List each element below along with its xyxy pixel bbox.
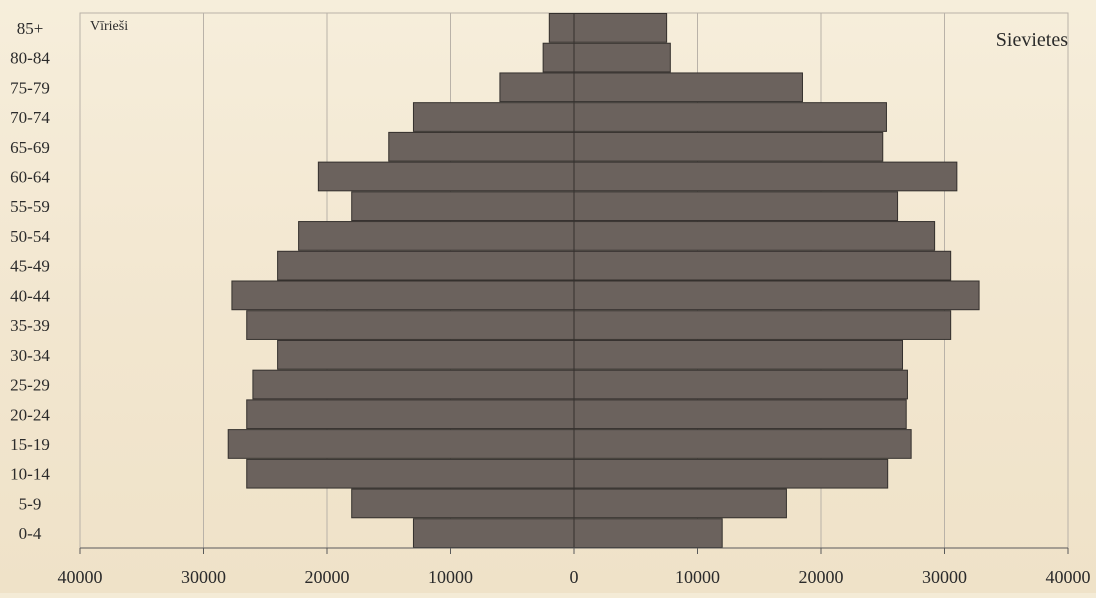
bar-female-45-49 — [573, 250, 952, 281]
y-tick-label: 15-19 — [10, 435, 50, 454]
bar-male-70-74 — [412, 102, 575, 132]
bar-male-0-4 — [412, 518, 575, 548]
bar-male-60-64 — [317, 161, 575, 192]
x-tick-label: 10000 — [675, 567, 720, 587]
bar-female-55-59 — [573, 191, 899, 222]
bar-female-15-19 — [573, 429, 912, 459]
bar-female-40-44 — [573, 280, 980, 311]
y-tick-label: 30-34 — [10, 346, 50, 365]
y-tick-label: 40-44 — [10, 286, 50, 305]
y-tick-label: 35-39 — [10, 316, 50, 335]
legend-male-label: Vīrieši — [90, 19, 128, 34]
y-tick-label: 45-49 — [10, 257, 50, 276]
x-tick-label: 30000 — [181, 567, 226, 587]
bar-male-25-29 — [252, 369, 575, 400]
y-tick-label: 75-79 — [10, 78, 50, 97]
bar-male-15-19 — [227, 429, 575, 459]
x-tick-label: 20000 — [799, 567, 844, 587]
y-tick-label: 25-29 — [10, 376, 50, 395]
bar-female-10-14 — [573, 458, 889, 489]
bar-male-55-59 — [351, 191, 575, 222]
bar-female-30-34 — [573, 339, 904, 370]
bar-female-5-9 — [573, 488, 787, 519]
bar-female-50-54 — [573, 221, 936, 251]
y-tick-label: 60-64 — [10, 167, 50, 186]
x-tick-label: 30000 — [922, 567, 967, 587]
y-tick-label: 10-14 — [10, 465, 50, 484]
y-tick-label: 20-24 — [10, 405, 50, 424]
bar-female-0-4 — [573, 518, 723, 548]
bar-layer — [227, 13, 980, 548]
bar-male-35-39 — [246, 310, 575, 340]
y-tick-label: 55-59 — [10, 197, 50, 216]
x-tick-label: 0 — [570, 567, 579, 587]
bar-male-10-14 — [246, 458, 575, 489]
x-tick-label: 10000 — [428, 567, 473, 587]
bar-male-80-84 — [542, 42, 575, 73]
y-tick-label: 50-54 — [10, 227, 50, 246]
x-tick-label: 40000 — [58, 567, 103, 587]
bar-female-75-79 — [573, 72, 803, 103]
bar-male-5-9 — [351, 488, 575, 519]
bar-female-85+ — [573, 13, 668, 43]
y-tick-label: 65-69 — [10, 138, 50, 157]
bar-female-35-39 — [573, 310, 952, 340]
bar-male-75-79 — [499, 72, 575, 103]
bar-male-65-69 — [388, 131, 575, 162]
bar-male-50-54 — [298, 221, 575, 251]
bar-female-60-64 — [573, 161, 958, 192]
y-tick-label: 80-84 — [10, 49, 50, 68]
y-tick-label: 0-4 — [19, 524, 42, 543]
bar-male-40-44 — [231, 280, 575, 311]
bar-female-25-29 — [573, 369, 908, 400]
y-tick-label: 70-74 — [10, 108, 50, 127]
bar-female-80-84 — [573, 42, 671, 73]
bar-male-20-24 — [246, 399, 575, 430]
bar-male-45-49 — [277, 250, 575, 281]
y-tick-label: 85+ — [17, 19, 44, 38]
bar-male-85+ — [548, 13, 575, 43]
bar-female-20-24 — [573, 399, 907, 430]
bar-female-65-69 — [573, 131, 884, 162]
axis-layer: 85+ 80-84 75-79 70-74 65-69 60-64 55-59 50-54 45… — [10, 19, 1090, 587]
bar-male-30-34 — [277, 339, 575, 370]
bar-female-70-74 — [573, 102, 887, 132]
x-tick-label: 40000 — [1046, 567, 1091, 587]
y-tick-label: 5-9 — [19, 494, 42, 513]
legend-female-label: Sievietes — [996, 29, 1068, 51]
x-tick-label: 20000 — [305, 567, 350, 587]
